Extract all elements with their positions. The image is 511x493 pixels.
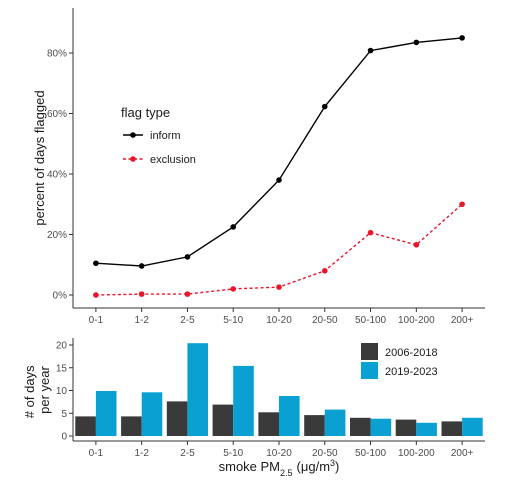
data-point-inform [276,177,282,183]
bar-2006-2018 [121,416,142,436]
line-chart-y-axis-label: percent of days flagged [32,90,47,225]
bar-2019-2023 [324,409,346,436]
line-chart-panel: 0% 20% 40% 60% 80% 0-1 1-2 2-5 5-10 10-20 20-50 50… [32,8,485,326]
x-label-subscript: 2.5 [280,468,293,478]
bar-chart-bars [75,343,483,436]
bar-chart-y-tick-label: 20 [56,341,68,352]
bar-chart-x-tick-label: 100-200 [398,448,435,459]
bar-chart-y-tick-label: 0 [61,432,67,443]
line-chart-x-tick-label: 100-200 [398,315,435,326]
bar-2019-2023 [141,392,163,436]
data-point-inform [230,224,237,230]
bar-chart-y-label-line1: # of days [22,365,37,418]
line-chart-x-tick-label: 0-1 [89,315,104,326]
bar-chart-y-ticks: 0 5 10 15 20 [56,341,73,443]
data-point-exclusion [184,291,191,297]
bar-chart-y-tick-label: 10 [56,386,68,397]
bar-chart-y-tick-label: 15 [56,363,68,374]
line-chart-series [93,35,465,298]
line-chart-y-tick-label: 0% [53,291,68,302]
line-chart-x-tick-label: 10-20 [266,315,292,326]
line-chart-legend-title: flag type [121,105,170,120]
bar-2006-2018 [441,421,463,436]
bar-chart-x-tick-label: 50-100 [355,448,387,459]
bar-chart-y-label-line2: per year [37,365,52,413]
bar-chart-x-tick-label: 5-10 [223,448,243,459]
legend-inform-marker [130,132,136,138]
bar-2006-2018 [350,417,371,436]
data-point-inform [138,263,145,269]
bar-chart-x-tick-label: 1-2 [134,448,149,459]
series-line-inform [95,37,463,267]
line-chart-x-tick-label: 50-100 [355,315,387,326]
line-chart-x-tick-label: 1-2 [134,315,149,326]
line-chart-x-tick-label: 200+ [451,315,474,326]
bar-chart-y-tick-label: 5 [61,409,67,420]
bar-2006-2018 [258,412,279,436]
bar-chart-x-tick-label: 0-1 [89,448,104,459]
data-point-exclusion [93,292,99,298]
data-point-inform [93,260,99,267]
bar-2019-2023 [462,417,483,436]
x-label-prefix: smoke PM [219,459,280,474]
legend-exclusion-label: exclusion [150,154,196,166]
bar-chart-x-tick-label: 200+ [451,448,474,459]
line-chart-y-ticks: 0% 20% 40% 60% 80% [47,49,73,302]
bar-2006-2018 [166,401,188,436]
legend-2019-2023-key [361,362,378,379]
data-point-exclusion [276,284,282,290]
line-chart-y-tick-label: 40% [47,170,67,181]
bar-chart-legend: 2006-2018 2019-2023 [361,343,438,379]
legend-2019-2023-label: 2019-2023 [385,366,438,378]
data-point-exclusion [459,201,465,208]
data-point-inform [459,35,465,41]
line-chart-legend: flag type inform exclusion [121,105,196,166]
bar-chart-panel: 0 5 10 15 20 0-1 1-2 2-5 5-10 10-20 20-50 50-100 10… [22,338,485,478]
bar-chart-x-tick-label: 20-50 [312,448,338,459]
line-chart-x-tick-label: 2-5 [180,315,195,326]
data-point-exclusion [230,286,237,292]
x-label-superscript: 3 [330,458,335,468]
data-point-exclusion [321,268,328,274]
bar-2019-2023 [370,418,392,436]
bar-2006-2018 [395,419,417,436]
data-point-inform [413,39,420,46]
x-label-close: ) [335,459,339,474]
bar-2006-2018 [304,415,325,436]
bar-2006-2018 [212,404,234,436]
line-chart-x-tick-label: 20-50 [312,315,338,326]
bar-chart-y-axis-label: # of days per year [22,362,52,418]
bar-2019-2023 [416,422,437,436]
x-label-units: (μg/m [297,459,331,474]
bar-chart-x-tick-label: 2-5 [180,448,195,459]
data-point-inform [184,254,191,260]
bar-2019-2023 [233,365,254,436]
data-point-exclusion [367,229,374,236]
legend-2006-2018-key [361,343,378,360]
bar-2019-2023 [187,343,208,436]
line-chart-y-tick-label: 20% [47,230,67,241]
bar-chart-x-axis-label: smoke PM2.5 (μg/m3) [219,458,340,478]
line-chart-x-tick-label: 5-10 [223,315,243,326]
data-point-exclusion [413,241,420,248]
bar-chart-x-ticks: 0-1 1-2 2-5 5-10 10-20 20-50 50-100 100-200 200+ [89,441,474,459]
data-point-exclusion [138,291,145,297]
bar-2019-2023 [95,391,117,436]
data-point-inform [367,47,374,54]
line-chart-y-tick-label: 80% [47,49,67,60]
legend-exclusion-marker [130,156,136,162]
bar-chart-x-tick-label: 10-20 [266,448,292,459]
bar-2006-2018 [75,416,96,436]
legend-inform-label: inform [150,130,181,142]
line-chart-x-ticks: 0-1 1-2 2-5 5-10 10-20 20-50 50-100 100-200 200+ [89,308,474,326]
data-point-inform [321,103,328,110]
line-chart-y-tick-label: 60% [47,109,67,120]
bar-2019-2023 [279,396,300,436]
legend-2006-2018-label: 2006-2018 [385,347,438,359]
series-line-exclusion [95,203,463,296]
